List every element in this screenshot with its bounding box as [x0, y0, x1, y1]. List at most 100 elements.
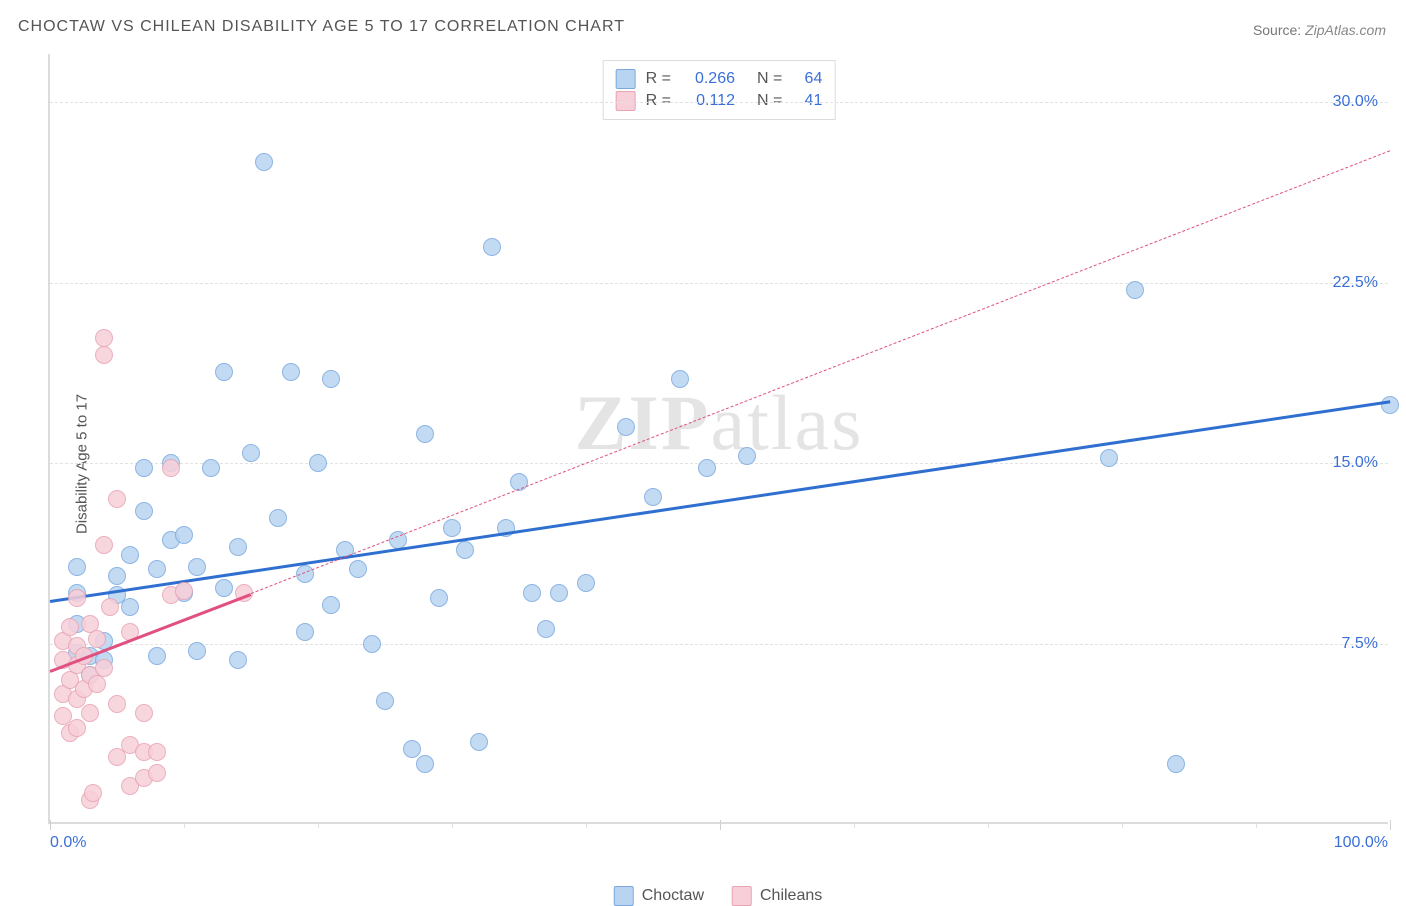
- stat-r-value: 0.266: [681, 70, 735, 88]
- data-point: [416, 755, 434, 773]
- data-point: [296, 623, 314, 641]
- data-point: [322, 596, 340, 614]
- gridline: [50, 644, 1388, 645]
- y-tick-label: 7.5%: [1342, 635, 1378, 653]
- legend-swatch: [614, 886, 634, 906]
- stat-r-label: R =: [646, 70, 671, 88]
- data-point: [430, 589, 448, 607]
- stat-r-value: 0.112: [681, 92, 735, 110]
- data-point: [61, 618, 79, 636]
- data-point: [148, 560, 166, 578]
- correlation-stats-box: R = 0.266 N = 64 R = 0.112 N = 41: [603, 60, 836, 120]
- data-point: [456, 541, 474, 559]
- data-point: [1100, 449, 1118, 467]
- data-point: [188, 642, 206, 660]
- x-tick-label: 0.0%: [50, 834, 86, 852]
- data-point: [416, 425, 434, 443]
- source-attribution: Source: ZipAtlas.com: [1253, 22, 1386, 38]
- chart-title: CHOCTAW VS CHILEAN DISABILITY AGE 5 TO 1…: [18, 18, 625, 36]
- data-point: [108, 490, 126, 508]
- data-point: [68, 589, 86, 607]
- data-point: [363, 635, 381, 653]
- data-point: [175, 582, 193, 600]
- data-point: [523, 584, 541, 602]
- x-tick: [1122, 822, 1123, 828]
- stat-n-value: 41: [792, 92, 822, 110]
- data-point: [121, 546, 139, 564]
- data-point: [81, 704, 99, 722]
- data-point: [148, 743, 166, 761]
- data-point: [84, 784, 102, 802]
- data-point: [229, 538, 247, 556]
- x-tick-label: 100.0%: [1334, 834, 1388, 852]
- data-point: [188, 558, 206, 576]
- data-point: [537, 620, 555, 638]
- data-point: [483, 238, 501, 256]
- stats-row: R = 0.112 N = 41: [616, 91, 823, 111]
- data-point: [644, 488, 662, 506]
- trend-line: [251, 150, 1390, 594]
- x-tick: [1390, 820, 1391, 830]
- data-point: [135, 459, 153, 477]
- series-swatch: [616, 69, 636, 89]
- data-point: [68, 558, 86, 576]
- trend-line: [50, 401, 1390, 604]
- x-tick: [50, 820, 51, 830]
- stat-n-value: 64: [792, 70, 822, 88]
- stat-r-label: R =: [646, 92, 671, 110]
- data-point: [121, 598, 139, 616]
- x-tick: [854, 822, 855, 828]
- data-point: [95, 329, 113, 347]
- data-point: [617, 418, 635, 436]
- data-point: [148, 647, 166, 665]
- chart-frame: Disability Age 5 to 17 ZIPatlas R =0.266…: [48, 54, 1388, 874]
- data-point: [550, 584, 568, 602]
- data-point: [108, 567, 126, 585]
- legend-item: Chileans: [732, 886, 822, 906]
- data-point: [1167, 755, 1185, 773]
- source-value: ZipAtlas.com: [1305, 22, 1386, 38]
- y-tick-label: 30.0%: [1333, 93, 1378, 111]
- stat-n-label: N =: [757, 70, 782, 88]
- y-tick-label: 15.0%: [1333, 454, 1378, 472]
- data-point: [95, 346, 113, 364]
- data-point: [443, 519, 461, 537]
- gridline: [50, 463, 1388, 464]
- source-label: Source:: [1253, 22, 1301, 38]
- data-point: [309, 454, 327, 472]
- data-point: [322, 370, 340, 388]
- data-point: [95, 659, 113, 677]
- data-point: [215, 363, 233, 381]
- legend-label: Choctaw: [642, 887, 704, 905]
- x-tick: [318, 822, 319, 828]
- data-point: [148, 764, 166, 782]
- x-tick: [1256, 822, 1257, 828]
- data-point: [135, 704, 153, 722]
- data-point: [88, 630, 106, 648]
- data-point: [88, 675, 106, 693]
- x-tick: [720, 820, 721, 830]
- data-point: [135, 502, 153, 520]
- legend-swatch: [732, 886, 752, 906]
- x-tick: [988, 822, 989, 828]
- data-point: [282, 363, 300, 381]
- data-point: [255, 153, 273, 171]
- plot-area: ZIPatlas R =0.266N =64R =0.112N =41 7.5%…: [48, 54, 1388, 824]
- data-point: [470, 733, 488, 751]
- stats-row: R = 0.266 N = 64: [616, 69, 823, 89]
- data-point: [349, 560, 367, 578]
- data-point: [202, 459, 220, 477]
- data-point: [215, 579, 233, 597]
- series-swatch: [616, 91, 636, 111]
- legend-label: Chileans: [760, 887, 822, 905]
- data-point: [162, 459, 180, 477]
- x-tick: [184, 822, 185, 828]
- data-point: [1126, 281, 1144, 299]
- x-tick: [452, 822, 453, 828]
- data-point: [242, 444, 260, 462]
- data-point: [698, 459, 716, 477]
- data-point: [101, 598, 119, 616]
- data-point: [1381, 396, 1399, 414]
- data-point: [269, 509, 287, 527]
- stat-n-label: N =: [757, 92, 782, 110]
